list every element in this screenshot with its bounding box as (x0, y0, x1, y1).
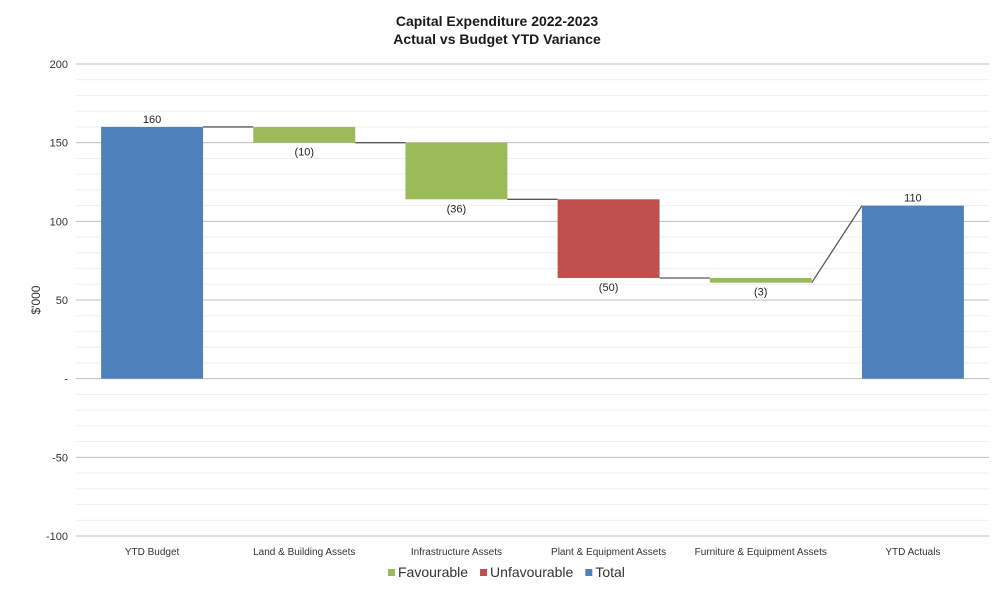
bar-land-building-assets (253, 126, 356, 143)
legend-swatch (585, 569, 593, 576)
x-axis-categories: YTD Budget Land & Building Assets Infrastr… (125, 547, 941, 558)
legend-swatch (480, 569, 488, 576)
bar-ytd-actuals (861, 205, 964, 379)
y-tick-label: -100 (46, 531, 68, 543)
x-category-label: YTD Actuals (885, 547, 940, 558)
y-axis-label: $'000 (29, 285, 43, 314)
data-label: (3) (754, 287, 767, 299)
x-category-label: Plant & Equipment Assets (551, 547, 666, 558)
y-tick-label: -50 (52, 452, 68, 464)
data-label: 160 (143, 114, 161, 126)
x-category-label: Furniture & Equipment Assets (695, 547, 827, 558)
data-label: (10) (294, 147, 314, 159)
y-tick-label: 150 (50, 138, 68, 150)
x-category-label: YTD Budget (125, 547, 180, 558)
x-category-label: Land & Building Assets (253, 547, 355, 558)
x-category-label: Infrastructure Assets (411, 547, 502, 558)
bars (101, 126, 964, 379)
bar-plant-equipment-assets (557, 199, 660, 278)
y-tick-label: 200 (50, 59, 68, 71)
legend-label: Unfavourable (490, 564, 573, 580)
legend-label: Favourable (398, 564, 468, 580)
bar-ytd-budget (101, 126, 204, 379)
data-labels: 160 (10) (36) (50) (3) 110 (143, 114, 922, 299)
y-tick-label: 100 (50, 216, 68, 228)
data-label: (36) (447, 203, 467, 215)
bar-furniture-equipment-assets (709, 277, 812, 283)
data-label: (50) (599, 282, 619, 294)
connector-line (811, 205, 863, 284)
gridlines (76, 63, 989, 537)
chart-subtitle: Actual vs Budget YTD Variance (393, 31, 601, 47)
legend-swatch (388, 569, 395, 576)
legend: Favourable Unfavourable Total (388, 564, 625, 580)
bar-infrastructure-assets (405, 142, 508, 200)
data-label: 110 (904, 193, 922, 205)
legend-label: Total (595, 564, 625, 580)
connector-lines (203, 126, 863, 284)
y-tick-label: - (64, 374, 68, 386)
chart-title: Capital Expenditure 2022-2023 (396, 13, 599, 29)
y-axis-ticks: 200 150 100 50 - -50 -100 (46, 59, 68, 543)
y-tick-label: 50 (56, 295, 68, 307)
